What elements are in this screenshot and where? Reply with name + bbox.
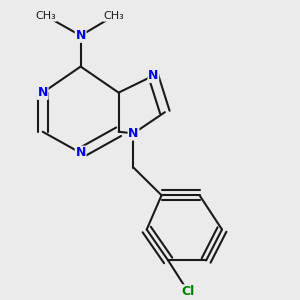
Text: CH₃: CH₃ <box>103 11 124 21</box>
Text: N: N <box>76 146 86 159</box>
Text: N: N <box>148 69 158 82</box>
Text: N: N <box>76 29 86 42</box>
Text: N: N <box>38 86 48 99</box>
Text: Cl: Cl <box>182 285 195 298</box>
Text: CH₃: CH₃ <box>36 11 56 21</box>
Text: N: N <box>128 127 139 140</box>
